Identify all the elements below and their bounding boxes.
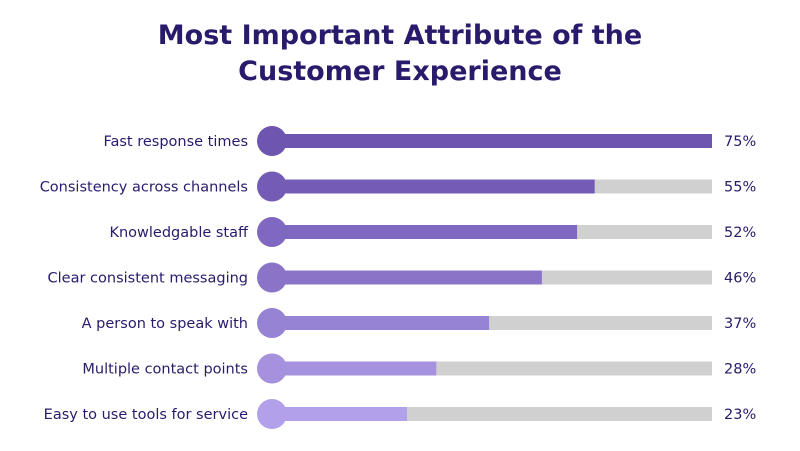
bar-start-dot <box>257 399 287 429</box>
bar-row: Fast response times 75% <box>103 126 756 156</box>
bar-start-dot <box>257 171 287 202</box>
bar-start-dot <box>257 308 287 338</box>
bar <box>272 407 407 421</box>
category-label: Easy to use tools for service <box>44 407 248 423</box>
value-label: 23% <box>724 407 756 423</box>
bar <box>272 225 578 239</box>
bar <box>272 361 437 376</box>
bar-row: Consistency across channels 55% <box>40 171 756 202</box>
bar-row: Clear consistent messaging 46% <box>48 262 756 293</box>
value-label: 52% <box>724 225 756 241</box>
bar-start-dot <box>257 217 287 247</box>
category-label: A person to speak with <box>82 316 248 332</box>
value-label: 46% <box>724 271 756 287</box>
bar <box>272 270 542 285</box>
value-label: 55% <box>724 180 756 196</box>
category-label: Multiple contact points <box>82 362 248 378</box>
bar <box>272 134 712 148</box>
value-label: 75% <box>724 134 756 150</box>
bar-row: Knowledgable staff 52% <box>109 217 756 247</box>
bar-row: Multiple contact points 28% <box>82 353 756 384</box>
category-label: Consistency across channels <box>40 180 248 196</box>
category-label: Fast response times <box>103 134 248 150</box>
bar-start-dot <box>257 126 287 156</box>
chart-title-line-1: Most Important Attribute of the <box>157 20 643 51</box>
bar-row: A person to speak with 37% <box>82 308 756 338</box>
bar-start-dot <box>257 262 287 293</box>
bar <box>272 179 595 194</box>
bar-start-dot <box>257 353 287 384</box>
category-label: Clear consistent messaging <box>48 271 248 287</box>
value-label: 28% <box>724 362 756 378</box>
bar <box>272 316 490 330</box>
chart-title: Most Important Attribute of the Customer… <box>0 18 800 90</box>
bar-row: Easy to use tools for service 23% <box>44 399 756 429</box>
chart-title-line-2: Customer Experience <box>238 56 562 87</box>
category-label: Knowledgable staff <box>109 225 249 241</box>
value-label: 37% <box>724 316 756 332</box>
